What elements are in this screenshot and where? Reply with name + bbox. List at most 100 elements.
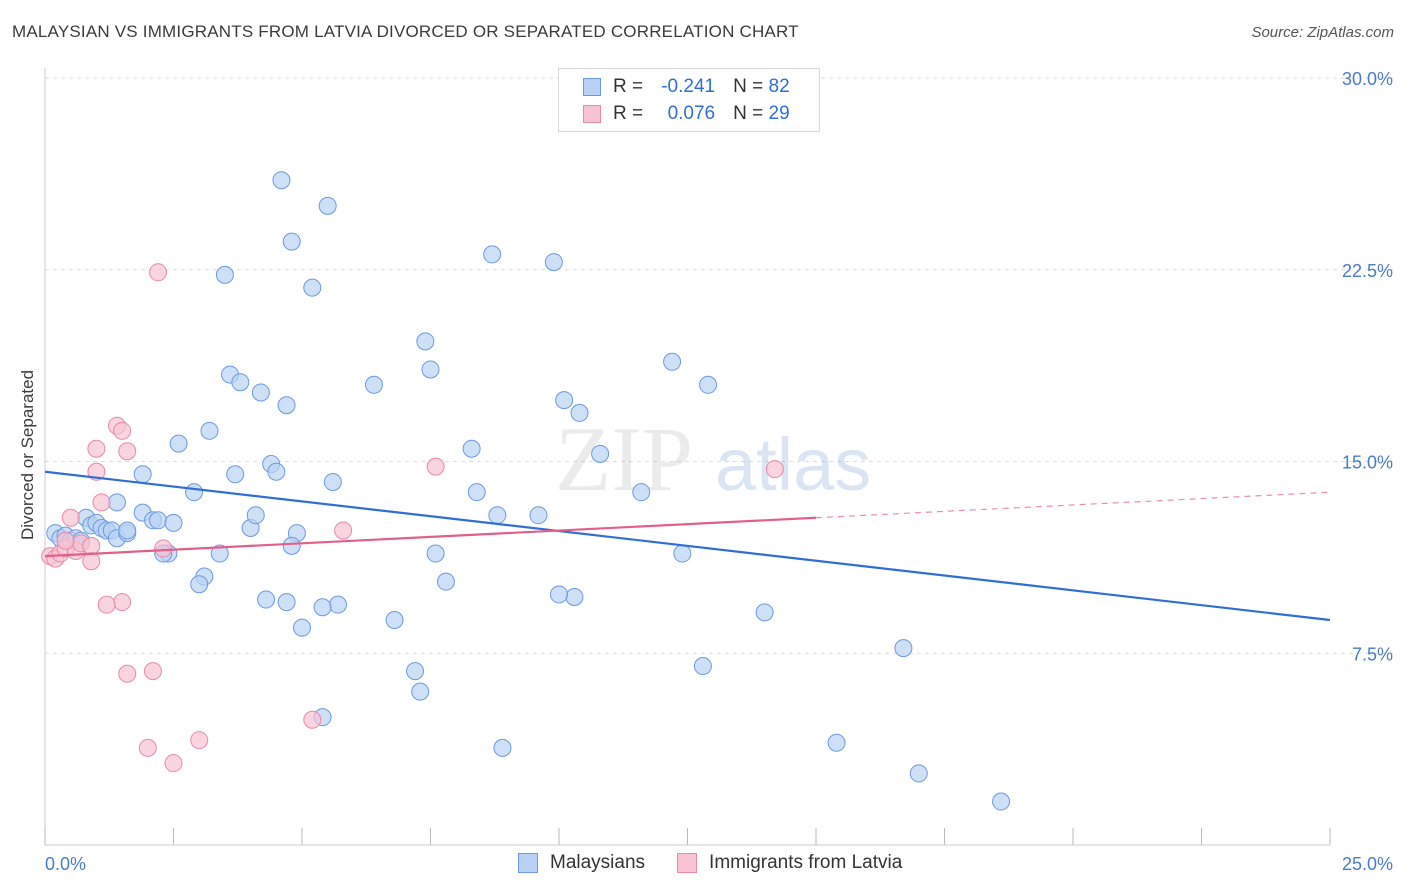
data-point-malaysians (488, 506, 507, 525)
legend-swatch-pink (677, 853, 698, 873)
data-point-latvia (334, 521, 353, 540)
data-point-latvia (138, 738, 157, 757)
source-label: Source: ZipAtlas.com (1251, 24, 1394, 41)
legend-item-malaysians[interactable]: Malaysians (518, 852, 645, 874)
data-point-malaysians (436, 572, 455, 591)
y-tick-label: 7.5% (1352, 644, 1393, 664)
data-point-latvia (190, 731, 209, 750)
data-point-latvia (87, 439, 106, 458)
legend-r-label: R = (613, 103, 644, 124)
data-point-malaysians (493, 738, 512, 757)
legend-row-malaysians: R = -0.241 N = 82 (583, 74, 790, 100)
data-point-latvia (164, 754, 183, 773)
y-axis-title: Divorced or Separated (18, 370, 37, 540)
legend-item-latvia[interactable]: Immigrants from Latvia (677, 852, 902, 874)
data-point-latvia (87, 462, 106, 481)
trend-lines (44, 470, 1331, 622)
data-point-malaysians (169, 434, 188, 453)
data-point-latvia (765, 460, 784, 479)
data-point-malaysians (591, 444, 610, 463)
data-point-latvia (303, 710, 322, 729)
data-point-malaysians (226, 465, 245, 484)
data-point-malaysians (467, 483, 486, 502)
data-point-malaysians (231, 373, 250, 392)
data-point-malaysians (909, 764, 928, 783)
data-point-malaysians (462, 439, 481, 458)
data-point-malaysians (411, 682, 430, 701)
data-point-malaysians (272, 171, 291, 190)
data-point-malaysians (277, 396, 296, 415)
y-tick-label: 30.0% (1342, 69, 1393, 89)
legend-n-value: 82 (768, 76, 790, 97)
data-point-malaysians (118, 521, 137, 540)
data-point-malaysians (267, 462, 286, 481)
data-point-malaysians (894, 639, 913, 658)
data-point-malaysians (693, 657, 712, 676)
y-tick-label: 15.0% (1342, 453, 1393, 473)
data-point-latvia (426, 457, 445, 476)
data-point-latvia (61, 508, 80, 527)
data-point-malaysians (550, 585, 568, 604)
data-point-latvia (97, 595, 116, 614)
grid-lines (45, 77, 1395, 654)
data-point-malaysians (190, 575, 209, 594)
data-point-malaysians (133, 465, 152, 484)
data-point-malaysians (200, 421, 219, 440)
data-point-malaysians (426, 544, 445, 563)
data-point-malaysians (406, 662, 425, 681)
trend-line-latvia (44, 516, 817, 558)
data-point-malaysians (149, 511, 168, 530)
data-point-latvia (118, 664, 137, 683)
watermark-atlas: atlas (715, 423, 871, 506)
data-point-latvia (92, 493, 111, 512)
data-point-malaysians (210, 544, 229, 563)
legend-r-value: -0.241 (661, 76, 716, 97)
legend-swatch-blue (583, 78, 601, 96)
tick-labels: 7.5% 15.0% 22.5% 30.0% 0.0% 25.0% Divorced or … (18, 69, 1393, 874)
legend-label-malaysians: Malaysians (550, 852, 646, 873)
data-point-malaysians (385, 611, 404, 630)
data-point-latvia (154, 539, 173, 558)
watermark-zip: ZIP (555, 408, 693, 510)
legend-row-latvia: R = 0.076 N = 29 (583, 101, 790, 127)
series-malaysians (46, 171, 1011, 811)
trend-line-malaysians (44, 470, 1331, 622)
data-point-malaysians (755, 603, 774, 622)
legend-n-label: N = (733, 76, 764, 97)
legend-n-value: 29 (768, 103, 790, 124)
data-point-malaysians (328, 595, 347, 614)
data-point-latvia (118, 442, 137, 461)
data-point-malaysians (293, 618, 311, 637)
data-point-malaysians (565, 588, 584, 607)
data-point-malaysians (992, 792, 1011, 811)
axes (44, 68, 1331, 846)
data-point-malaysians (673, 544, 692, 563)
data-point-malaysians (416, 332, 435, 351)
data-point-malaysians (570, 403, 589, 422)
data-point-malaysians (699, 375, 718, 394)
data-point-malaysians (632, 483, 651, 502)
data-point-latvia (143, 662, 162, 681)
data-point-malaysians (544, 253, 563, 272)
data-point-malaysians (555, 391, 574, 410)
data-point-malaysians (303, 278, 322, 297)
data-point-malaysians (282, 232, 301, 251)
data-point-malaysians (323, 472, 342, 491)
data-point-malaysians (313, 598, 332, 617)
trend-line-latvia-extrapolated (815, 491, 1331, 519)
data-point-malaysians (663, 352, 682, 371)
data-point-malaysians (483, 245, 502, 264)
correlation-legend: R = -0.241 N = 82 R = 0.076 N = 29 (558, 68, 820, 132)
legend-n-label: N = (733, 103, 764, 124)
x-tick-label: 25.0% (1342, 854, 1393, 874)
data-point-latvia (149, 263, 168, 282)
data-point-malaysians (282, 536, 301, 555)
y-tick-label: 22.5% (1342, 261, 1393, 281)
data-point-malaysians (421, 360, 440, 379)
data-point-malaysians (364, 375, 383, 394)
data-point-latvia (113, 593, 132, 612)
data-point-malaysians (257, 590, 276, 609)
data-point-malaysians (251, 383, 270, 402)
data-point-malaysians (215, 265, 234, 284)
data-point-malaysians (529, 506, 548, 525)
